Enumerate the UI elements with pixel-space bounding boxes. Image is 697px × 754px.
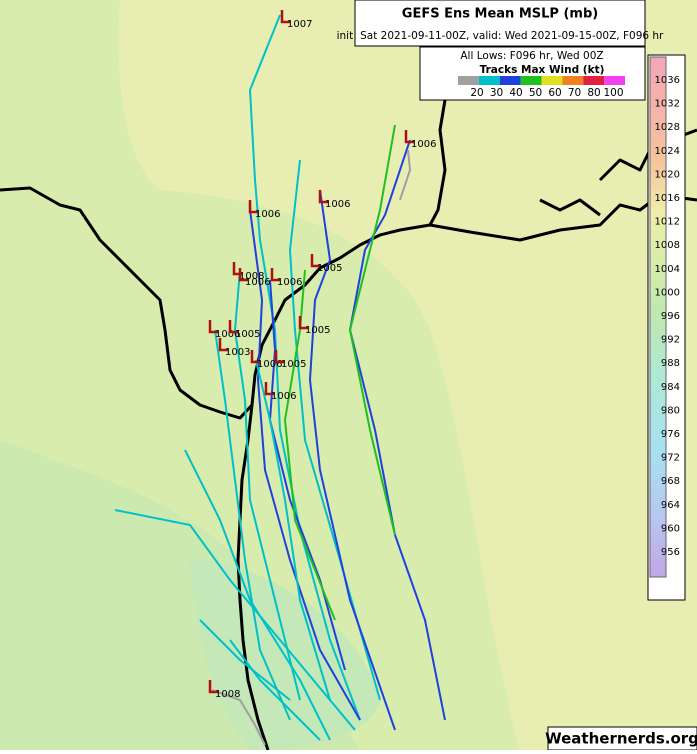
low-symbol — [208, 320, 218, 334]
low-pressure-label: 1006 — [215, 329, 240, 340]
wind-label: 50 — [529, 87, 542, 99]
low-pressure-label: 1005 — [281, 359, 306, 370]
colorbar-label: 1016 — [655, 193, 680, 204]
colorbar — [649, 56, 667, 578]
low-pressure-label: 1007 — [287, 19, 312, 30]
colorbar-label: 996 — [661, 311, 680, 322]
low-symbol — [228, 320, 238, 334]
wind-scale: 20 30 40 50 60 70 80 100 — [458, 76, 625, 99]
colorbar-label: 964 — [661, 500, 680, 511]
wind-label: 20 — [470, 87, 483, 99]
wind-swatch — [478, 76, 500, 85]
low-symbol — [208, 680, 218, 694]
colorbar-label: 1028 — [655, 122, 680, 133]
wind-swatch — [520, 76, 542, 85]
low-pressure-label: 1006 — [245, 277, 270, 288]
wind-label: 40 — [509, 87, 522, 99]
title-box — [354, 0, 646, 47]
low-pressure-label: 1005 — [235, 329, 260, 340]
title: GEFS Ens Mean MSLP (mb) — [402, 7, 598, 22]
legend-box — [419, 46, 646, 101]
colorbar-label: 1020 — [655, 169, 680, 180]
watermark: Weathernerds.org — [545, 730, 697, 748]
wind-swatch — [541, 76, 563, 85]
wind-label: 80 — [587, 87, 600, 99]
wind-label: 30 — [490, 87, 503, 99]
colorbar-label: 1004 — [655, 264, 680, 275]
wind-label: 70 — [568, 87, 581, 99]
colorbar-label: 1036 — [655, 75, 680, 86]
low-symbol — [280, 10, 290, 24]
low-pressure-label: 1008 — [215, 689, 240, 700]
colorbar-label: 968 — [661, 476, 680, 487]
wind-swatch — [583, 76, 605, 85]
low-pressure-label: 1006 — [325, 199, 350, 210]
colorbar-label: 988 — [661, 358, 680, 369]
wind-label: 100 — [603, 87, 623, 99]
colorbar-label: 1000 — [655, 287, 680, 298]
wind-label: 60 — [548, 87, 561, 99]
colorbar-label: 1024 — [655, 146, 680, 157]
colorbar-label: 976 — [661, 429, 680, 440]
colorbar-label: 1032 — [655, 99, 680, 110]
low-symbol — [264, 382, 274, 396]
subtitle: init: Sat 2021-09-11-00Z, valid: Wed 202… — [337, 30, 664, 42]
low-pressure-label: 1006 — [411, 139, 436, 150]
wind-swatch — [499, 76, 521, 85]
low-symbol — [250, 350, 260, 364]
wind-swatch — [458, 76, 479, 85]
low-pressure-label: 1008 — [239, 271, 264, 282]
low-symbol — [270, 268, 280, 282]
low-symbol — [404, 130, 414, 144]
pressure-shading — [118, 0, 697, 750]
low-symbol — [274, 350, 284, 364]
lows-label: All Lows: F096 hr, Wed 00Z — [460, 50, 603, 62]
colorbar-label: 1012 — [655, 217, 680, 228]
low-pressure-label: 1006 — [255, 209, 280, 220]
wind-swatch — [562, 76, 584, 85]
low-symbol — [310, 254, 320, 268]
low-pressure-label: 1006 — [271, 391, 296, 402]
colorbar-label: 960 — [661, 523, 680, 534]
colorbar-label: 984 — [661, 382, 680, 393]
low-pressure-label: 1006 — [277, 277, 302, 288]
colorbar-label: 992 — [661, 335, 680, 346]
storm-tracks — [114, 14, 446, 746]
wind-swatch — [604, 76, 625, 85]
colorbar-labels: 1036 1032 1028 1024 1020 1016 1012 1008 1004 1000… — [655, 75, 680, 558]
colorbar-label: 972 — [661, 453, 680, 464]
colorbar-label: 980 — [661, 405, 680, 416]
low-symbol — [218, 338, 228, 352]
colorbar-label: 1008 — [655, 240, 680, 251]
low-pressure-label: 1003 — [225, 347, 250, 358]
colorbar-label: 956 — [661, 547, 680, 558]
low-symbol — [298, 316, 308, 330]
tracks-title: Tracks Max Wind (kt) — [480, 64, 605, 76]
low-symbol — [248, 200, 258, 214]
low-pressure-label: 1005 — [305, 325, 330, 336]
low-symbol — [238, 268, 248, 282]
low-symbol — [318, 190, 328, 204]
low-pressure-label: 1006 — [257, 359, 282, 370]
low-pressure-label: 1005 — [317, 263, 342, 274]
